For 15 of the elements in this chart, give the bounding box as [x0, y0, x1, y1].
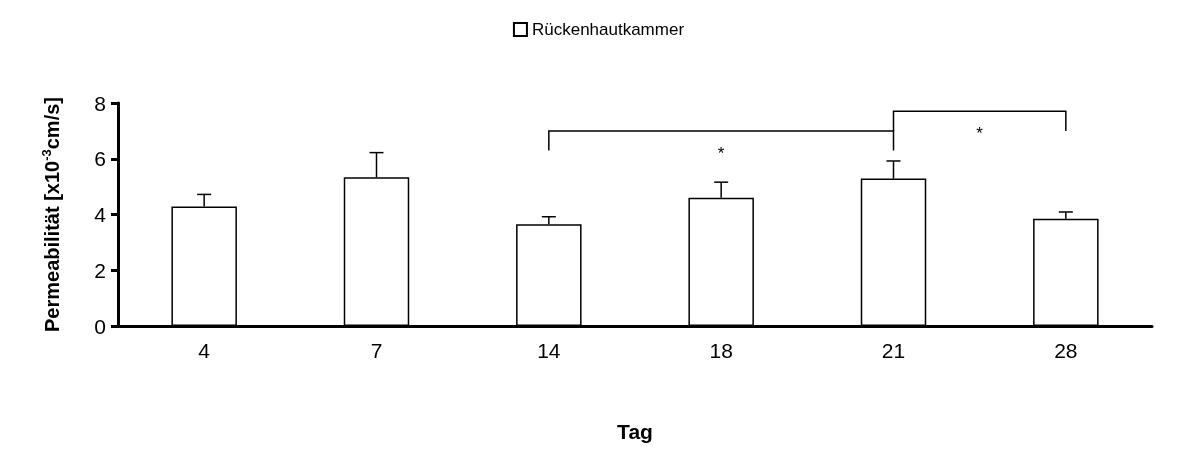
x-tick-label: 21 [881, 339, 906, 362]
x-axis-title: Tag [617, 420, 653, 443]
annotation: * [717, 143, 725, 163]
x-tick-label: 7 [370, 339, 383, 362]
x-tick-label: 14 [537, 339, 561, 362]
x-tick-label: 28 [1054, 339, 1078, 362]
x-tick-label: 4 [198, 339, 211, 362]
y-tick-label: 2 [94, 258, 106, 282]
y-tick-label: 8 [94, 91, 106, 115]
y-tick-label: 4 [94, 203, 107, 226]
legend-label: Rückenhautkammer [531, 20, 685, 39]
y-tick-label: 0 [94, 314, 106, 338]
x-tick-label: 18 [709, 339, 733, 362]
y-tick-label: 6 [94, 147, 106, 171]
annotation: * [976, 124, 984, 144]
